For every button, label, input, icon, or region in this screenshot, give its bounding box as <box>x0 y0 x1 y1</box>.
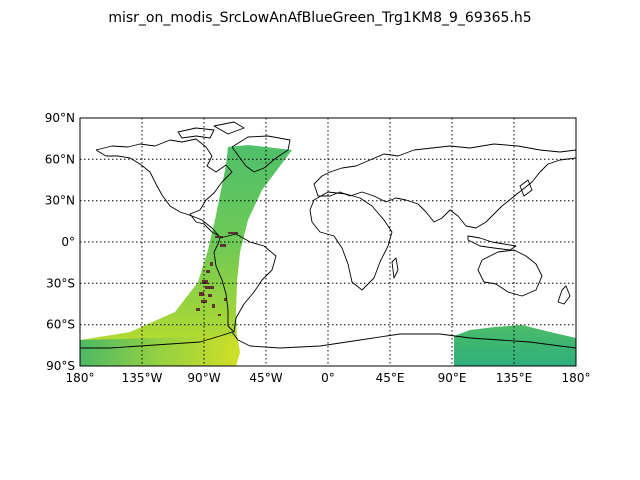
swath-americas <box>80 145 292 366</box>
swath-antarctic <box>80 336 240 366</box>
map-title: misr_on_modis_SrcLowAnAfBlueGreen_Trg1KM… <box>108 10 531 26</box>
swath-east <box>454 325 576 366</box>
coastline-africa <box>309 191 393 291</box>
coastline-greenland <box>231 135 291 173</box>
lon-tick-label: 135°W <box>122 371 163 385</box>
coastline-antarctica <box>80 331 576 349</box>
graticule <box>80 118 576 366</box>
lon-tick-label: 45°E <box>376 371 405 385</box>
lon-tick-label: 180° <box>66 371 95 385</box>
lat-tick-label: 0° <box>61 235 75 249</box>
lon-tick-label: 135°E <box>496 371 533 385</box>
lat-tick-label: 90°S <box>46 359 75 373</box>
lon-tick-label: 45°W <box>249 371 282 385</box>
lat-tick-label: 30°S <box>46 276 75 290</box>
lat-tick-label: 30°N <box>45 194 75 208</box>
lon-tick-label: 0° <box>321 371 335 385</box>
lat-tick-label: 60°S <box>46 318 75 332</box>
coastlines <box>80 121 576 349</box>
coastline-indonesia <box>467 235 517 251</box>
coastline-arctic-islands <box>177 121 245 139</box>
lat-tick-label: 60°N <box>45 152 75 166</box>
map-frame <box>79 117 577 367</box>
map-area <box>80 118 576 366</box>
coastline-europe-asia <box>313 143 576 229</box>
lon-tick-label: 180° <box>562 371 591 385</box>
coastline-new-zealand <box>557 285 571 305</box>
lon-tick-label: 90°E <box>438 371 467 385</box>
latitude-labels: 90°N 60°N 30°N 0° 30°S 60°S 90°S <box>45 111 75 373</box>
coastline-madagascar <box>391 257 399 279</box>
longitude-labels: 180° 135°W 90°W 45°W 0° 45°E 90°E 135°E 180° <box>66 371 591 385</box>
swath-dark-speckles <box>196 232 238 316</box>
coastline-south-america <box>213 233 277 333</box>
coastline-north-america <box>95 138 233 237</box>
lat-tick-label: 90°N <box>45 111 75 125</box>
lon-tick-label: 90°W <box>187 371 220 385</box>
coastline-japan <box>519 179 533 197</box>
